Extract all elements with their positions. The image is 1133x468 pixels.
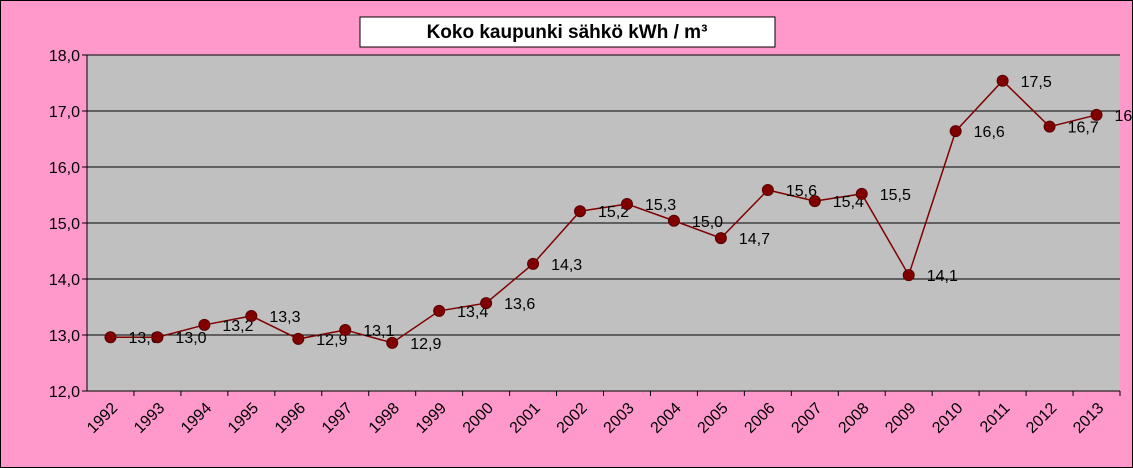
data-point bbox=[151, 331, 164, 344]
y-tick-label: 15,0 bbox=[49, 216, 80, 233]
title-box bbox=[359, 16, 776, 48]
data-point bbox=[996, 74, 1009, 87]
data-point bbox=[198, 318, 211, 331]
data-label: 14,7 bbox=[739, 231, 770, 248]
data-label: 16,6 bbox=[974, 124, 1005, 141]
data-label: 12,9 bbox=[410, 336, 441, 353]
data-point bbox=[574, 205, 587, 218]
data-point bbox=[1090, 108, 1103, 121]
data-label: 13,3 bbox=[269, 309, 300, 326]
y-tick-label: 13,0 bbox=[49, 328, 80, 345]
data-label: 15,4 bbox=[833, 194, 864, 211]
data-label: 13,4 bbox=[457, 304, 488, 321]
data-point bbox=[808, 195, 821, 208]
data-point bbox=[620, 197, 633, 210]
y-tick-label: 18,0 bbox=[49, 48, 80, 65]
data-label: 13,0 bbox=[128, 330, 159, 347]
data-label: 13,0 bbox=[175, 330, 206, 347]
y-tick-label: 12,0 bbox=[49, 384, 80, 401]
y-tick-label: 16,0 bbox=[49, 160, 80, 177]
data-label: 16,9 bbox=[1115, 108, 1133, 125]
data-label: 14,3 bbox=[551, 257, 582, 274]
data-point bbox=[949, 125, 962, 138]
chart-title: Koko kaupunki sähkö kWh / m³ bbox=[427, 22, 708, 43]
data-point bbox=[386, 336, 399, 349]
data-point bbox=[855, 187, 868, 200]
data-label: 14,1 bbox=[927, 268, 958, 285]
data-point bbox=[245, 309, 258, 322]
series-line bbox=[110, 79, 1097, 344]
data-point bbox=[902, 269, 915, 282]
data-label: 17,5 bbox=[1021, 74, 1052, 91]
data-point bbox=[714, 232, 727, 245]
data-label: 15,6 bbox=[786, 183, 817, 200]
data-point bbox=[667, 214, 680, 227]
data-point bbox=[761, 183, 774, 196]
data-point bbox=[292, 332, 305, 345]
data-point bbox=[480, 297, 493, 310]
data-point bbox=[433, 304, 446, 317]
data-point bbox=[104, 331, 117, 344]
data-label: 16,7 bbox=[1068, 120, 1099, 137]
y-tick-label: 17,0 bbox=[49, 104, 80, 121]
data-label: 15,5 bbox=[880, 187, 911, 204]
data-label: 15,2 bbox=[598, 204, 629, 221]
y-tick-label: 14,0 bbox=[49, 272, 80, 289]
data-point bbox=[339, 323, 352, 336]
data-label: 15,0 bbox=[692, 214, 723, 231]
data-point bbox=[527, 257, 540, 270]
data-point bbox=[1043, 120, 1056, 133]
data-label: 13,2 bbox=[222, 318, 253, 335]
data-label: 13,1 bbox=[363, 323, 394, 340]
data-label: 12,9 bbox=[316, 332, 347, 349]
data-label: 13,6 bbox=[504, 296, 535, 313]
data-label: 15,3 bbox=[645, 197, 676, 214]
